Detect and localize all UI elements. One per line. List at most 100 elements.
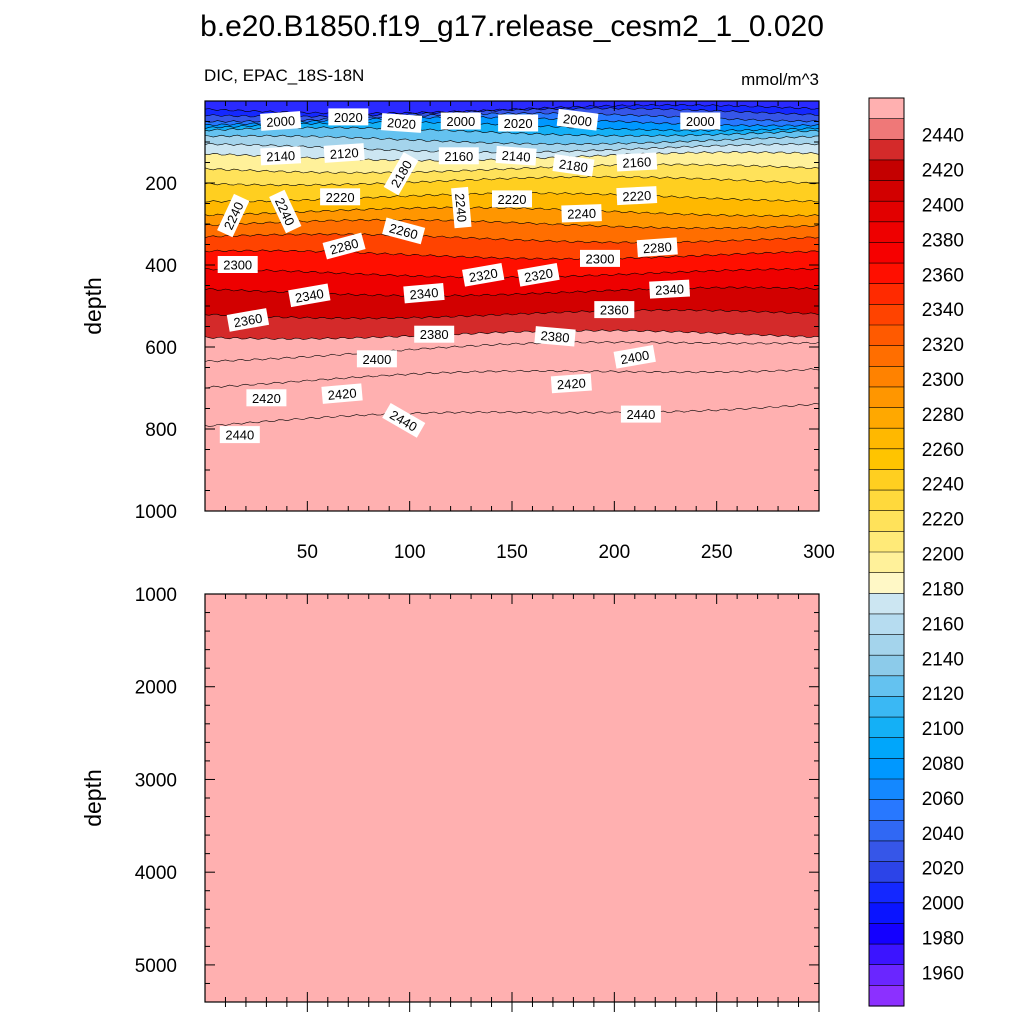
contour-label-text: 2160 — [622, 154, 652, 170]
contour-label: 2240 — [451, 186, 472, 229]
contour-label-text: 2300 — [223, 258, 252, 273]
contour-label-box — [680, 112, 721, 130]
x-tick-label: 50 — [297, 542, 318, 563]
upper-panel-right-string: mmol/m^3 — [741, 70, 819, 89]
colorbar-box — [869, 717, 904, 739]
contour-label-text: 2000 — [266, 113, 296, 130]
colorbar-label: 2060 — [922, 789, 964, 810]
lower-panel-ylabel: depth — [80, 769, 106, 827]
contour-label-box — [594, 301, 635, 319]
colorbar-label: 2180 — [922, 580, 964, 601]
contour-line — [204, 341, 820, 363]
contour-label-text: 2420 — [327, 385, 357, 402]
colorbar-label: 2240 — [922, 475, 964, 496]
contour-line — [204, 126, 820, 137]
contour-label-text: 2300 — [586, 251, 615, 266]
colorbar-box — [869, 613, 904, 636]
contour-label-box — [552, 154, 595, 177]
colorbar-box — [869, 263, 904, 285]
colorbar-box — [869, 242, 904, 264]
x-tick-label: 100 — [394, 542, 426, 563]
colorbar-label: 2380 — [922, 230, 964, 251]
contour-label: 2140 — [260, 146, 302, 166]
contour-line — [204, 368, 820, 389]
contour-line — [204, 249, 820, 261]
colorbar-box — [869, 861, 904, 883]
contour-label-text: 2320 — [468, 265, 499, 285]
upper-panel-ylabel: depth — [80, 277, 106, 335]
y-tick-label: 1000 — [135, 585, 177, 606]
contour-label: 2380 — [534, 326, 576, 347]
contour-line — [204, 402, 820, 427]
contour-label: 2300 — [217, 256, 258, 273]
colorbar-box — [869, 325, 904, 347]
colorbar-box — [869, 820, 904, 842]
contour-label-box — [495, 145, 537, 166]
colorbar-box — [869, 180, 904, 202]
colorbar-box — [869, 345, 904, 367]
contour-label-text: 2280 — [642, 239, 672, 256]
contour-label: 2340 — [403, 282, 445, 304]
colorbar-label: 2440 — [922, 126, 964, 147]
colorbar-box — [869, 407, 904, 429]
contour-label-text: 2260 — [388, 220, 420, 242]
upper-panel: DIC, EPAC_18S-18N mmol/m^3 2000 2020 2020 2… — [80, 66, 835, 563]
contour-label-text: 2160 — [444, 149, 473, 164]
colorbar-box — [869, 944, 904, 966]
contour-line — [204, 308, 820, 320]
colorbar-box — [869, 366, 904, 388]
contour-label-box — [219, 426, 260, 444]
contour-label-box — [616, 186, 658, 206]
colorbar-box — [869, 737, 904, 759]
colorbar-label: 2000 — [922, 894, 964, 915]
contour-label-text: 2280 — [328, 236, 360, 258]
contour-label: 2000 — [440, 112, 481, 130]
contour-label: 2180 — [552, 154, 595, 177]
contour-label-text: 2000 — [562, 111, 593, 129]
colorbar-box — [869, 428, 904, 450]
colorbar-label: 2040 — [922, 824, 964, 845]
contour-label: 2220 — [320, 188, 361, 206]
contour-label: 2360 — [226, 308, 270, 332]
contour-label-box — [440, 112, 481, 130]
y-tick-label: 800 — [145, 420, 177, 441]
contour-label-text: 2120 — [329, 145, 359, 162]
colorbar-box — [869, 985, 904, 1007]
colorbar-box — [869, 923, 904, 945]
contour-line — [204, 267, 820, 279]
contour-label-text: 2340 — [294, 286, 325, 306]
colorbar-box — [869, 448, 904, 471]
contour-label-text: 2140 — [266, 148, 296, 164]
contour-label-text: 2320 — [523, 265, 554, 285]
contour-label-box — [556, 108, 599, 131]
contour-label-text: 2220 — [498, 192, 527, 207]
contour-label-box — [217, 193, 250, 238]
contour-label-box — [550, 373, 592, 394]
contour-line — [204, 329, 820, 340]
contour-label: 2020 — [380, 113, 423, 133]
colorbar-label: 2280 — [922, 405, 964, 426]
contour-label-box — [382, 403, 426, 438]
colorbar-label: 2100 — [922, 719, 964, 740]
colorbar-box — [869, 675, 904, 698]
contour-line — [204, 163, 820, 174]
contour-label-box — [269, 189, 302, 234]
contour-label-box — [613, 344, 656, 369]
contour-label: 2400 — [613, 344, 656, 369]
contour-label-text: 2140 — [501, 148, 531, 165]
contour-label-box — [328, 108, 369, 126]
contour-label: 2020 — [328, 108, 369, 126]
contour-line — [204, 134, 820, 146]
colorbar-label: 2120 — [922, 684, 964, 705]
contour-label-text: 2340 — [655, 281, 685, 297]
contour-label-text: 2220 — [622, 188, 652, 204]
colorbar-box — [869, 552, 904, 574]
contour-label-text: 2020 — [387, 115, 417, 132]
colorbar-label: 2320 — [922, 335, 964, 356]
colorbar-box — [869, 386, 904, 409]
colorbar-label: 2300 — [922, 370, 964, 391]
colorbar-box — [869, 655, 904, 677]
x-tick-label: 200 — [598, 542, 630, 563]
colorbar-box — [869, 139, 904, 161]
